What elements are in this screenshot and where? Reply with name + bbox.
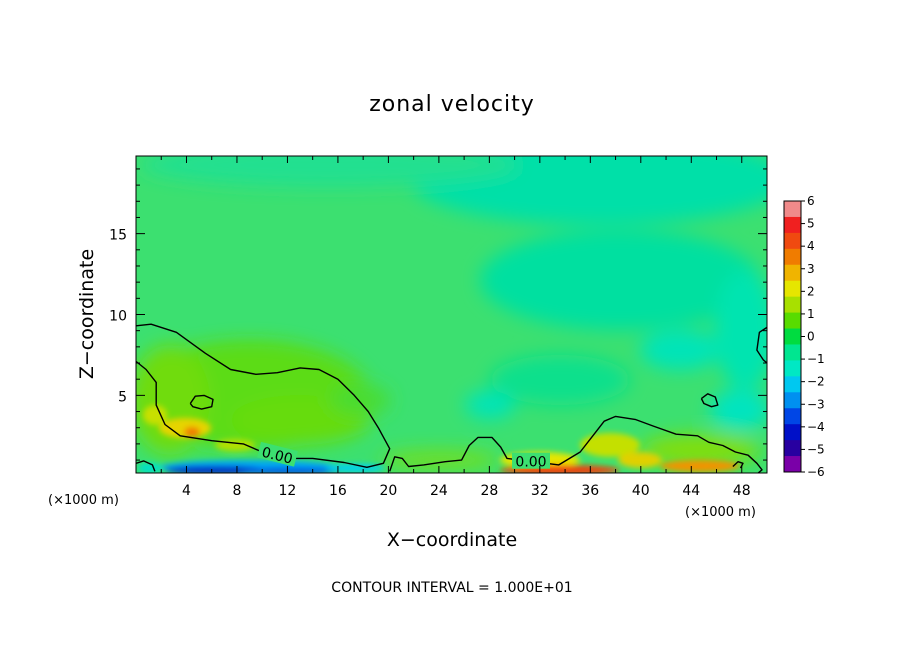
y-axis-ticks: 5 10 15 — [109, 168, 767, 461]
colorbar-tick-label: −5 — [807, 442, 825, 456]
x-tick-label: 32 — [531, 483, 549, 499]
x-tick-label: 8 — [232, 483, 241, 499]
velocity-field: 0.00 0.00 — [136, 156, 767, 473]
x-tick-label: 44 — [682, 483, 700, 499]
contour-label-text: 0.00 — [515, 455, 546, 471]
x-tick-label: 24 — [430, 483, 448, 499]
colorbar-swatch — [784, 408, 801, 425]
colorbar-tick-label: 1 — [807, 307, 815, 321]
colorbar-swatch — [784, 344, 801, 361]
colorbar-tick-label: 0 — [807, 330, 815, 344]
chart-title: zonal velocity — [369, 92, 535, 117]
colorbar-tick-label: −6 — [807, 465, 825, 479]
x-tick-label: 20 — [379, 483, 397, 499]
x-axis-label: X−coordinate — [387, 529, 517, 551]
x-tick-label: 16 — [329, 483, 347, 499]
colorbar-swatch — [784, 264, 801, 282]
y-axis-label: Z−coordinate — [76, 249, 98, 379]
zero-contour-6 — [756, 326, 767, 364]
colorbar-tick-label: −2 — [807, 375, 825, 389]
colorbar-swatch — [784, 440, 801, 457]
y-tick-label: 15 — [109, 228, 127, 244]
colorbar-swatch — [784, 216, 801, 234]
x-unit-left: (×1000 m) — [48, 493, 119, 508]
colorbar-tick-label: −3 — [807, 397, 825, 411]
colorbar-tick-label: −1 — [807, 352, 825, 366]
colorbar-swatch — [784, 201, 801, 218]
colorbar-tick-label: −4 — [807, 420, 825, 434]
contour-label-2: 0.00 — [512, 452, 550, 471]
x-tick-label: 4 — [182, 483, 191, 499]
colorbar-tick-label: 2 — [807, 284, 815, 298]
zero-contour-3 — [189, 394, 214, 410]
x-unit-right: (×1000 m) — [685, 505, 756, 520]
colorbar-swatch — [784, 296, 801, 313]
colorbar-swatch — [784, 456, 801, 473]
x-tick-label: 28 — [480, 483, 498, 499]
zero-contour-2 — [136, 460, 156, 472]
x-tick-label: 40 — [632, 483, 650, 499]
colorbar-swatch — [784, 424, 801, 441]
zero-contours — [136, 323, 767, 473]
x-tick-label: 12 — [279, 483, 297, 499]
x-tick-label: 36 — [581, 483, 599, 499]
colorbar-swatch — [784, 280, 801, 298]
colorbar-swatch — [784, 392, 801, 409]
x-axis-ticks: 4 8 12 16 20 24 28 32 36 40 44 48 — [160, 156, 751, 499]
contour-interval-note: CONTOUR INTERVAL = 1.000E+01 — [331, 580, 572, 596]
zero-contour-5 — [700, 393, 719, 408]
contour-label-1: 0.00 — [257, 441, 298, 468]
zero-contour-7 — [732, 461, 744, 469]
y-tick-label: 10 — [109, 309, 127, 325]
colorbar-swatch — [784, 312, 801, 329]
colorbar-tick-label: 4 — [807, 239, 815, 253]
colorbar-swatch — [784, 376, 801, 393]
x-tick-label: 48 — [733, 483, 751, 499]
zero-contour-4 — [389, 415, 763, 473]
contour-labels: 0.00 0.00 — [257, 441, 550, 471]
colorbar: 6 5 4 3 2 1 0 −1 −2 −3 −4 −5 −6 — [783, 194, 825, 479]
colorbar-tick-label: 6 — [807, 194, 815, 208]
contour-label-text: 0.00 — [260, 445, 294, 468]
colorbar-swatch — [784, 248, 801, 266]
y-tick-label: 5 — [118, 389, 127, 405]
colorbar-swatch — [784, 360, 801, 377]
colorbar-swatch — [784, 328, 801, 345]
zero-contour-1 — [136, 323, 391, 468]
colorbar-tick-label: 5 — [807, 217, 815, 231]
colorbar-tick-label: 3 — [807, 262, 815, 276]
colorbar-swatch — [784, 232, 801, 250]
